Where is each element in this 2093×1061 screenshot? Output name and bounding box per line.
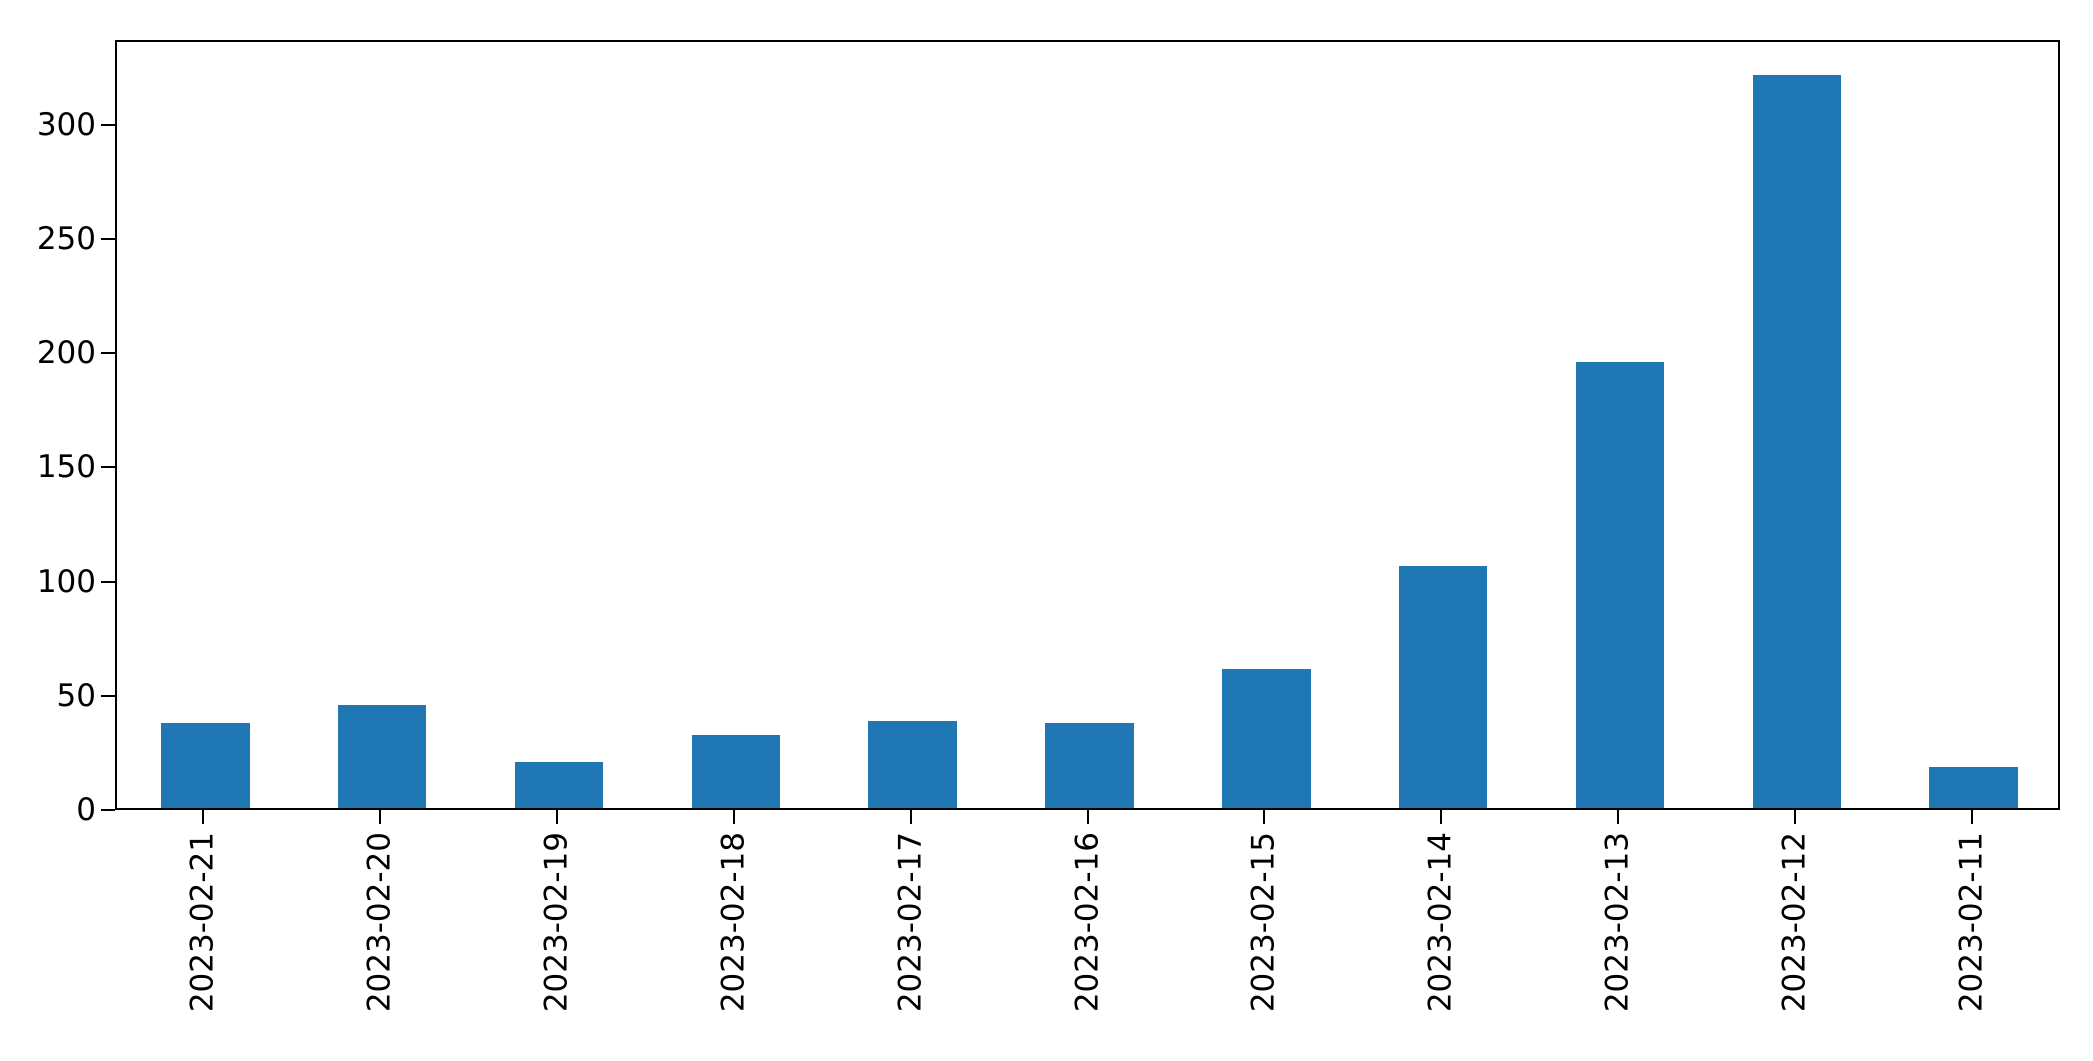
y-tick bbox=[101, 809, 115, 811]
x-tick bbox=[1616, 810, 1619, 824]
x-tick bbox=[1440, 810, 1443, 824]
x-tick-label: 2023-02-14 bbox=[1422, 832, 1459, 1013]
bar bbox=[338, 705, 427, 808]
x-tick bbox=[1793, 810, 1796, 824]
bar bbox=[1752, 74, 1841, 808]
y-tick bbox=[101, 352, 115, 355]
bar bbox=[868, 721, 957, 808]
x-tick-label: 2023-02-17 bbox=[892, 832, 929, 1013]
bar bbox=[1398, 565, 1488, 808]
x-tick-label: 2023-02-19 bbox=[538, 832, 575, 1013]
y-tick-label: 100 bbox=[36, 563, 96, 600]
y-tick-label: 50 bbox=[56, 677, 96, 714]
x-tick-label: 2023-02-12 bbox=[1776, 832, 1813, 1013]
bar bbox=[1222, 668, 1311, 808]
x-tick-label: 2023-02-13 bbox=[1599, 832, 1636, 1013]
x-tick bbox=[202, 810, 205, 824]
bar bbox=[1929, 766, 2018, 808]
x-tick bbox=[909, 810, 912, 824]
y-tick-label: 300 bbox=[36, 106, 96, 143]
y-tick bbox=[101, 123, 115, 126]
x-tick-label: 2023-02-18 bbox=[715, 832, 752, 1013]
bar bbox=[1045, 723, 1134, 808]
y-tick bbox=[101, 580, 115, 583]
x-tick-label: 2023-02-21 bbox=[184, 832, 221, 1013]
x-tick-label: 2023-02-20 bbox=[361, 832, 398, 1013]
plot-area bbox=[115, 40, 2060, 810]
y-tick bbox=[101, 694, 115, 697]
bar bbox=[161, 723, 250, 808]
x-tick-label: 2023-02-16 bbox=[1069, 832, 1105, 1013]
y-tick bbox=[101, 466, 115, 469]
bar bbox=[1575, 362, 1665, 808]
y-tick-label: 200 bbox=[36, 335, 96, 372]
bar bbox=[514, 762, 604, 808]
y-tick bbox=[101, 237, 115, 240]
y-tick-label: 250 bbox=[36, 220, 96, 257]
bar bbox=[691, 734, 781, 808]
x-tick bbox=[1086, 810, 1089, 824]
x-tick bbox=[379, 810, 382, 824]
x-tick bbox=[1970, 810, 1973, 824]
x-tick-label: 2023-02-15 bbox=[1245, 832, 1282, 1013]
x-tick bbox=[732, 810, 735, 824]
x-tick bbox=[556, 810, 559, 824]
y-tick-label: 0 bbox=[76, 792, 96, 828]
y-tick-label: 150 bbox=[36, 449, 96, 486]
x-tick-label: 2023-02-11 bbox=[1953, 832, 1990, 1013]
x-tick bbox=[1263, 810, 1266, 824]
